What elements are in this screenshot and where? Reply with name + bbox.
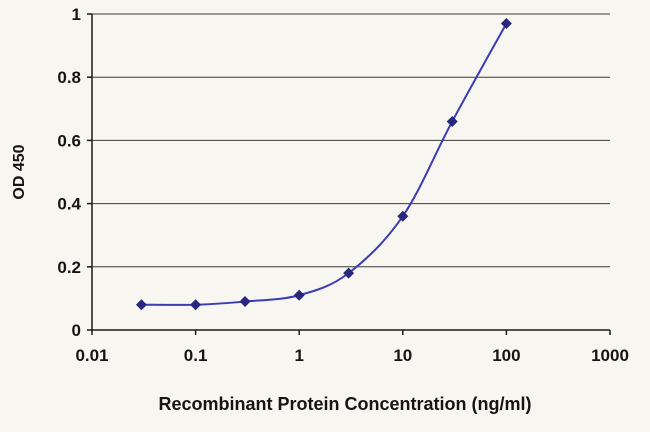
x-tick-label: 1000 (591, 346, 629, 365)
x-axis-title: Recombinant Protein Concentration (ng/ml… (158, 394, 531, 414)
data-point-marker (446, 115, 458, 127)
series-line (141, 22, 508, 306)
y-tick-label: 0.2 (57, 258, 81, 277)
data-point-marker (135, 299, 147, 311)
data-series (135, 17, 512, 311)
data-point-marker (239, 296, 251, 308)
x-tick-label: 0.01 (75, 346, 108, 365)
y-axis-title: OD 450 (11, 144, 28, 199)
data-point-marker (343, 267, 355, 279)
x-tick-label: 10 (393, 346, 412, 365)
gridlines (92, 13, 610, 331)
x-tick-label: 100 (492, 346, 520, 365)
data-point-marker (293, 289, 305, 301)
data-point-marker (190, 299, 202, 311)
y-tick-label: 0 (72, 321, 81, 340)
data-point-marker (500, 17, 512, 29)
y-tick-label: 0.8 (57, 68, 81, 87)
x-tick-label: 0.1 (184, 346, 208, 365)
x-tick-label: 1 (294, 346, 303, 365)
axes (87, 13, 611, 335)
y-tick-labels: 0 0.2 0.4 0.6 0.8 1 (57, 5, 81, 340)
data-point-marker (397, 210, 409, 222)
y-tick-label: 0.4 (57, 195, 81, 214)
y-tick-label: 0.6 (57, 131, 81, 150)
x-tick-labels: 0.01 0.1 1 10 100 1000 (75, 346, 628, 365)
y-tick-label: 1 (72, 5, 81, 24)
